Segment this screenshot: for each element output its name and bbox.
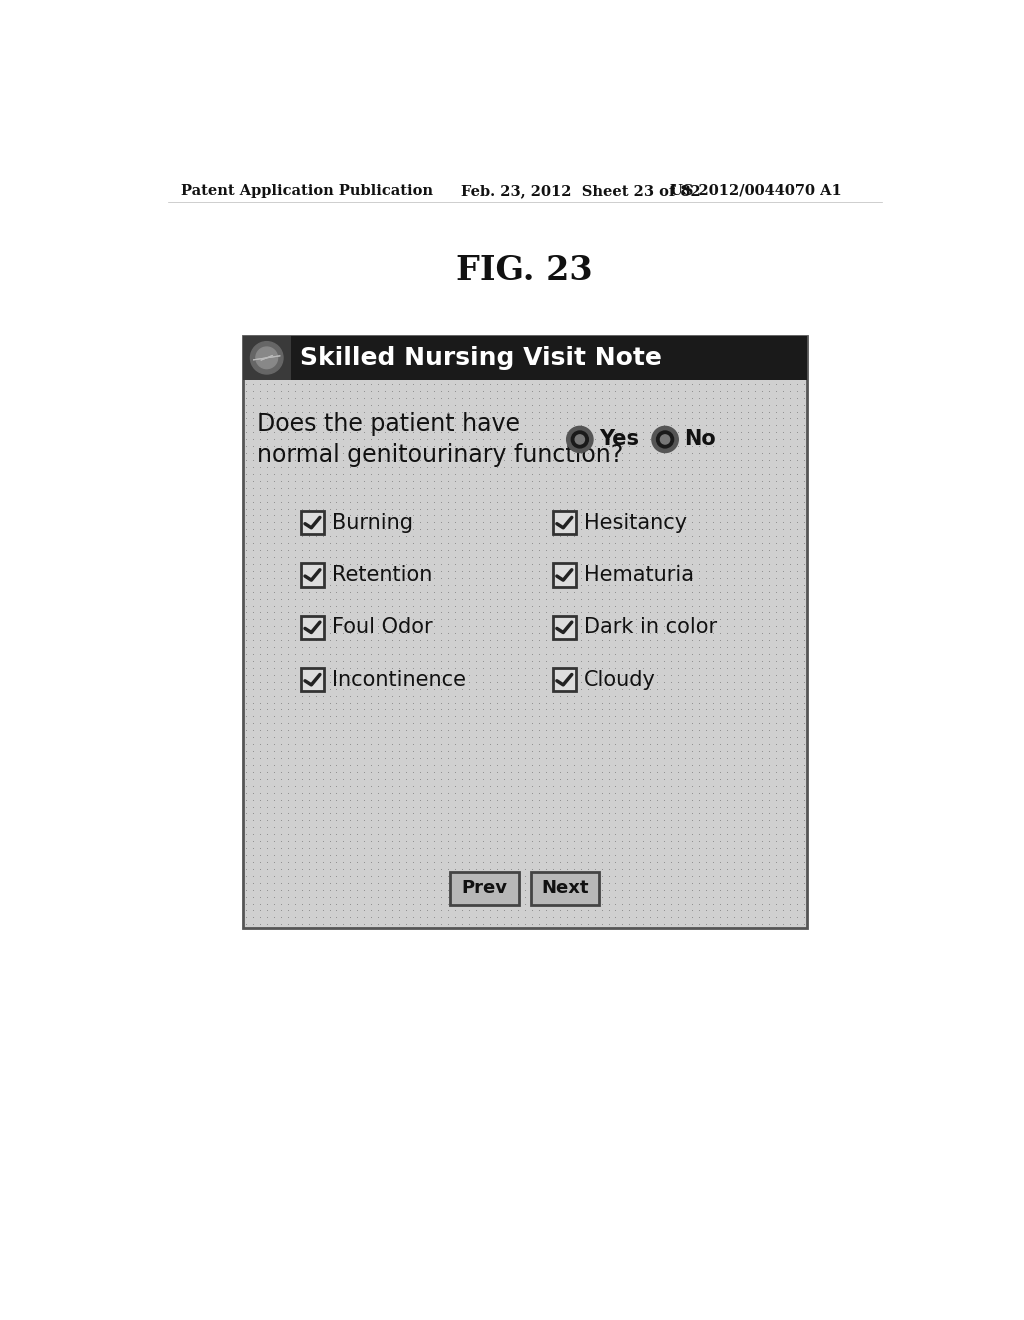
Circle shape xyxy=(566,426,593,453)
Circle shape xyxy=(575,434,585,444)
Text: FIG. 23: FIG. 23 xyxy=(457,253,593,286)
Text: Prev: Prev xyxy=(462,879,508,898)
FancyBboxPatch shape xyxy=(553,564,575,586)
Text: Cloudy: Cloudy xyxy=(584,669,655,689)
Text: Hesitancy: Hesitancy xyxy=(584,512,687,532)
FancyBboxPatch shape xyxy=(301,564,324,586)
Text: Retention: Retention xyxy=(332,565,432,585)
Text: Hematuria: Hematuria xyxy=(584,565,693,585)
Text: Feb. 23, 2012  Sheet 23 of 82: Feb. 23, 2012 Sheet 23 of 82 xyxy=(461,183,701,198)
FancyBboxPatch shape xyxy=(531,873,599,904)
Circle shape xyxy=(256,347,278,368)
Text: Yes: Yes xyxy=(599,429,639,449)
Text: Dark in color: Dark in color xyxy=(584,618,717,638)
Text: US 2012/0044070 A1: US 2012/0044070 A1 xyxy=(671,183,843,198)
Circle shape xyxy=(571,430,589,447)
FancyBboxPatch shape xyxy=(301,511,324,535)
Circle shape xyxy=(652,426,678,453)
FancyBboxPatch shape xyxy=(301,615,324,639)
Text: Foul Odor: Foul Odor xyxy=(332,618,432,638)
FancyBboxPatch shape xyxy=(451,873,518,904)
Text: Does the patient have: Does the patient have xyxy=(257,412,519,436)
Text: Next: Next xyxy=(542,879,589,898)
Text: normal genitourinary function?: normal genitourinary function? xyxy=(257,442,623,467)
FancyBboxPatch shape xyxy=(301,668,324,692)
FancyBboxPatch shape xyxy=(243,335,807,380)
FancyBboxPatch shape xyxy=(553,511,575,535)
Circle shape xyxy=(660,434,670,444)
Text: Patent Application Publication: Patent Application Publication xyxy=(180,183,433,198)
Text: Burning: Burning xyxy=(332,512,413,532)
FancyBboxPatch shape xyxy=(553,615,575,639)
Text: Incontinence: Incontinence xyxy=(332,669,466,689)
Circle shape xyxy=(656,430,674,447)
FancyBboxPatch shape xyxy=(243,335,291,380)
Circle shape xyxy=(251,342,283,374)
Text: Skilled Nursing Visit Note: Skilled Nursing Visit Note xyxy=(300,346,662,370)
FancyBboxPatch shape xyxy=(243,335,807,928)
Text: No: No xyxy=(684,429,716,449)
FancyBboxPatch shape xyxy=(553,668,575,692)
